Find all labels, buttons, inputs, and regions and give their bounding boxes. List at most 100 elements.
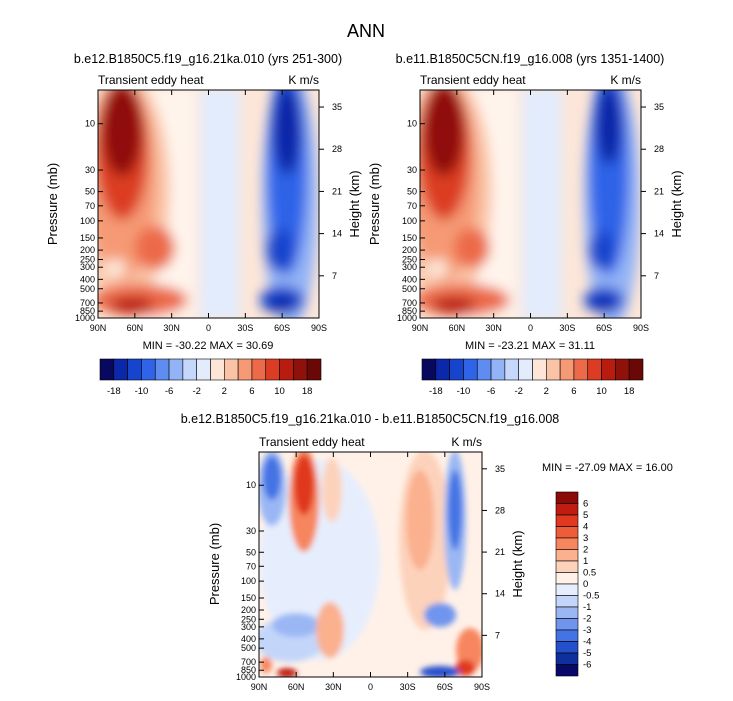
x-tick-label: 30N: [325, 682, 342, 692]
y-tick-label: 100: [241, 576, 256, 586]
x-tick-label: 60N: [288, 682, 305, 692]
colorbar-swatch: [224, 358, 239, 381]
figure-title: ANN: [347, 21, 385, 41]
colorbar-swatch: [555, 652, 579, 665]
colorbar-swatch: [141, 358, 156, 381]
y-tick-label: 70: [85, 201, 95, 211]
panel-left-stats: MIN = -30.22 MAX = 30.69: [143, 340, 274, 352]
panel-left-ylabel: Pressure (mb): [45, 163, 60, 245]
colorbar-label: -6: [583, 660, 591, 671]
colorbar-swatch: [210, 358, 225, 381]
panel-right-field-label: Transient eddy heat: [420, 73, 526, 87]
y2-tick-label: 21: [332, 186, 342, 196]
colorbar-label: 18: [302, 386, 313, 397]
colorbar-swatch: [546, 358, 561, 381]
colorbar-swatch: [168, 358, 184, 381]
colorbar-label: -1: [583, 602, 591, 613]
colorbar-swatch: [555, 549, 579, 562]
colorbar-swatch: [587, 358, 602, 381]
colorbar-label: 18: [624, 386, 635, 397]
colorbar-swatch: [154, 358, 170, 381]
colorbar-label: 5: [583, 510, 588, 521]
y-tick-label: 50: [407, 187, 417, 197]
y2-tick-label: 14: [332, 229, 342, 239]
colorbar-swatch: [196, 358, 211, 381]
colorbar-swatch: [559, 358, 575, 381]
colorbar-label: -0.5: [583, 591, 599, 602]
colorbar-swatch: [476, 358, 492, 381]
colorbar-swatch: [555, 503, 579, 516]
y-tick-label: 70: [246, 561, 256, 571]
colorbar-label: -10: [135, 386, 149, 397]
y-tick-label: 1000: [75, 313, 95, 323]
colorbar-label: -18: [107, 386, 121, 397]
colorbar-label: 10: [274, 386, 285, 397]
colorbar-swatch: [601, 358, 616, 381]
panel-right-stats: MIN = -23.21 MAX = 31.11: [465, 340, 595, 352]
panel-right-units: K m/s: [610, 73, 641, 87]
panel-left-y2label: Height (km): [347, 170, 362, 237]
y2-tick-label: 14: [495, 589, 505, 599]
colorbar-label: 2: [583, 545, 588, 556]
x-tick-label: 30N: [163, 323, 180, 333]
panel-diff-field-label: Transient eddy heat: [259, 435, 365, 449]
panel-right-subtitle: b.e11.B1850C5CN.f19_g16.008 (yrs 1351-14…: [396, 52, 665, 66]
colorbar-swatch: [490, 358, 506, 381]
colorbar-label: 2: [222, 386, 227, 397]
colorbar-swatch: [555, 572, 579, 585]
colorbar-label: 10: [596, 386, 607, 397]
panel-diff-field: [259, 452, 482, 677]
y-tick-label: 500: [241, 643, 256, 653]
y2-tick-label: 21: [654, 186, 664, 196]
colorbar-label: 0.5: [583, 568, 596, 579]
colorbar-swatch: [435, 358, 450, 381]
y2-tick-label: 28: [332, 144, 342, 154]
panel-right-y2label: Height (km): [669, 170, 684, 237]
colorbar-label: 1: [583, 556, 588, 567]
colorbar-swatch: [555, 618, 579, 631]
colorbar-swatch: [463, 358, 478, 381]
y-tick-label: 50: [246, 547, 256, 557]
y-tick-label: 100: [402, 216, 417, 226]
x-tick-label: 60N: [449, 323, 466, 333]
x-tick-label: 90S: [633, 323, 649, 333]
y-tick-label: 150: [80, 233, 95, 243]
colorbar-swatch: [306, 358, 322, 381]
colorbar-label: 2: [544, 386, 549, 397]
colorbar-label: -5: [583, 648, 591, 659]
y-tick-label: 850: [241, 665, 256, 675]
colorbar-swatch: [615, 358, 630, 381]
colorbar-label: 0: [583, 579, 588, 590]
x-tick-label: 0: [206, 323, 211, 333]
colorbar-swatch: [555, 583, 579, 596]
panel-left: b.e12.B1850C5.f19_g16.21ka.010 (yrs 251-…: [45, 52, 362, 352]
panel-left-field-label: Transient eddy heat: [98, 73, 204, 87]
x-tick-label: 60S: [274, 323, 290, 333]
colorbar-label: -4: [583, 637, 591, 648]
panel-left-subtitle: b.e12.B1850C5.f19_g16.21ka.010 (yrs 251-…: [74, 52, 342, 66]
x-tick-label: 90S: [311, 323, 327, 333]
colorbar-swatch: [99, 358, 115, 381]
x-tick-label: 0: [528, 323, 533, 333]
y-tick-label: 70: [407, 201, 417, 211]
y2-tick-label: 7: [495, 630, 500, 640]
colorbar-swatch: [127, 358, 142, 381]
y-tick-label: 400: [402, 274, 417, 284]
panel-diff-units: K m/s: [451, 435, 482, 449]
colorbar-swatch: [555, 514, 579, 527]
colorbar-swatch: [279, 358, 294, 381]
colorbar-swatch: [237, 358, 253, 381]
colorbar-swatch: [182, 358, 197, 381]
colorbar-swatch: [532, 358, 547, 381]
colorbar-swatch: [555, 641, 579, 654]
x-tick-label: 0: [368, 682, 373, 692]
y-tick-label: 30: [246, 526, 256, 536]
y-tick-label: 250: [80, 255, 95, 265]
colorbar-swatch: [628, 358, 644, 381]
colorbar-swatch: [555, 664, 579, 677]
y-tick-label: 200: [402, 245, 417, 255]
panel-diff-ylabel: Pressure (mb): [207, 523, 222, 605]
y-tick-label: 300: [402, 262, 417, 272]
